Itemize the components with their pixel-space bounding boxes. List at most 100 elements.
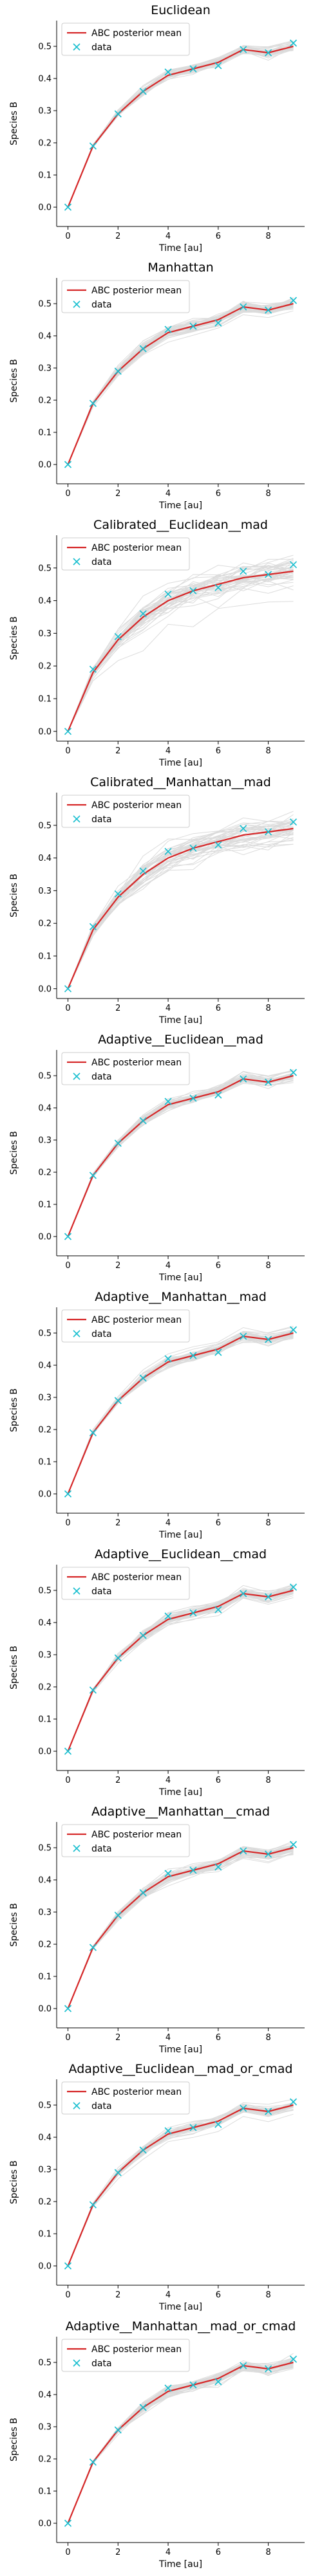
x-tick-label: 2 <box>115 1261 120 1271</box>
data-markers <box>64 2098 298 2270</box>
posterior-mean-line <box>67 827 294 989</box>
data-markers <box>64 297 298 468</box>
data-point <box>114 890 122 898</box>
data-point <box>139 1889 147 1897</box>
posterior-sample-line <box>68 2106 294 2267</box>
chart-title: Calibrated__Euclidean__mad <box>93 518 268 532</box>
y-tick-label: 0.0 <box>38 1490 52 1500</box>
posterior-sample-line <box>68 1585 294 1752</box>
legend-box <box>61 1567 190 1600</box>
posterior-sample-line <box>68 829 294 989</box>
y-tick-label: 0.5 <box>38 2101 52 2111</box>
y-tick-label: 0.5 <box>38 2359 52 2368</box>
y-tick-label: 0.4 <box>38 2391 52 2400</box>
posterior-sample-line <box>68 1844 294 2009</box>
legend-data-swatch <box>73 558 80 566</box>
chart-title: Manhattan <box>147 261 213 275</box>
y-axis-label: Species B <box>9 2418 19 2461</box>
posterior-sample-line <box>68 830 294 989</box>
legend-data-swatch <box>73 43 80 51</box>
y-tick-label: 0.1 <box>38 171 52 181</box>
data-point <box>289 1069 298 1076</box>
x-tick-label: 6 <box>216 1518 221 1528</box>
posterior-sample-line <box>68 1071 294 1237</box>
posterior-sample-line <box>68 1851 294 2009</box>
posterior-sample-line <box>68 571 294 732</box>
posterior-sample-line <box>68 1336 294 1495</box>
posterior-sample-line <box>68 41 294 208</box>
y-tick-label: 0.1 <box>38 1973 52 1982</box>
posterior-sample-line <box>68 1850 294 2009</box>
x-axis-label: Time [au] <box>158 1273 202 1283</box>
posterior-sample-line <box>68 2102 294 2267</box>
posterior-mean-line <box>67 45 294 208</box>
posterior-sample-line <box>68 307 294 465</box>
x-tick-label: 6 <box>216 2033 221 2043</box>
data-point <box>64 985 72 993</box>
x-tick-label: 0 <box>65 489 70 499</box>
legend-box <box>61 1052 190 1085</box>
x-axis-label: Time [au] <box>158 2045 202 2055</box>
posterior-sample-line <box>68 822 294 989</box>
data-point <box>265 571 272 578</box>
data-point <box>64 2519 72 2527</box>
data-point <box>164 1098 172 1105</box>
y-tick-label: 0.1 <box>38 952 52 961</box>
y-tick-label: 0.0 <box>38 2005 52 2014</box>
x-axis-label: Time [au] <box>158 1015 202 1026</box>
chart-panel-10: Adaptive__Manhattan__mad_or_cmad 0 2 4 6 8 0.0… <box>9 2319 305 2570</box>
data-point <box>240 2362 247 2369</box>
posterior-sample-line <box>68 1587 294 1752</box>
x-tick-label: 0 <box>65 1004 70 1013</box>
data-point <box>114 1911 122 1919</box>
posterior-sample-line <box>68 840 294 989</box>
posterior-sample-line <box>68 811 294 989</box>
data-markers <box>64 1326 298 1498</box>
posterior-sample-line <box>68 1585 294 1752</box>
y-tick-label: 0.3 <box>38 364 52 374</box>
y-tick-label: 0.4 <box>38 332 52 342</box>
chart-panel-8: Adaptive__Manhattan__cmad 0 2 4 6 8 0.0 0.1 0.2 0… <box>9 1805 305 2055</box>
y-tick-label: 0.1 <box>38 2230 52 2240</box>
legend-data-label: data <box>91 1329 112 1339</box>
data-point <box>139 1117 147 1125</box>
x-tick-label: 6 <box>216 1004 221 1013</box>
legend: ABC posterior mean data <box>61 1824 190 1857</box>
posterior-sample-line <box>68 1848 294 2009</box>
data-point <box>114 367 122 375</box>
posterior-sample-line <box>68 580 294 732</box>
posterior-sample-line <box>68 1584 294 1752</box>
posterior-sample-line <box>68 1850 294 2009</box>
posterior-sample-line <box>68 1850 294 2009</box>
x-tick-label: 0 <box>65 1261 70 1271</box>
posterior-mean-line <box>67 1332 294 1495</box>
data-point <box>139 2146 147 2154</box>
posterior-sample-line <box>68 49 294 208</box>
data-point <box>265 49 272 57</box>
posterior-sample-line <box>68 823 294 989</box>
legend-box <box>61 2081 190 2115</box>
posterior-sample-line <box>68 814 294 989</box>
posterior-sample-line <box>68 567 294 731</box>
data-point <box>265 828 272 836</box>
data-point <box>240 46 247 53</box>
posterior-sample-line <box>68 1846 294 2009</box>
legend-data-label: data <box>91 2359 112 2369</box>
data-point <box>139 2404 147 2411</box>
legend-data-swatch <box>73 2102 80 2110</box>
posterior-sample-line <box>68 1590 294 1752</box>
data-point <box>265 1078 272 1086</box>
data-point <box>240 303 247 311</box>
data-point <box>289 818 298 826</box>
posterior-sample-line <box>68 1333 294 1495</box>
data-point <box>89 1172 97 1179</box>
data-point <box>240 2104 247 2112</box>
posterior-samples <box>68 555 294 732</box>
posterior-sample-line <box>68 2357 294 2524</box>
data-point <box>289 1841 298 1848</box>
y-tick-label: 0.4 <box>38 1619 52 1628</box>
data-point <box>89 1944 97 1951</box>
legend-mean-label: ABC posterior mean <box>91 1572 182 1583</box>
